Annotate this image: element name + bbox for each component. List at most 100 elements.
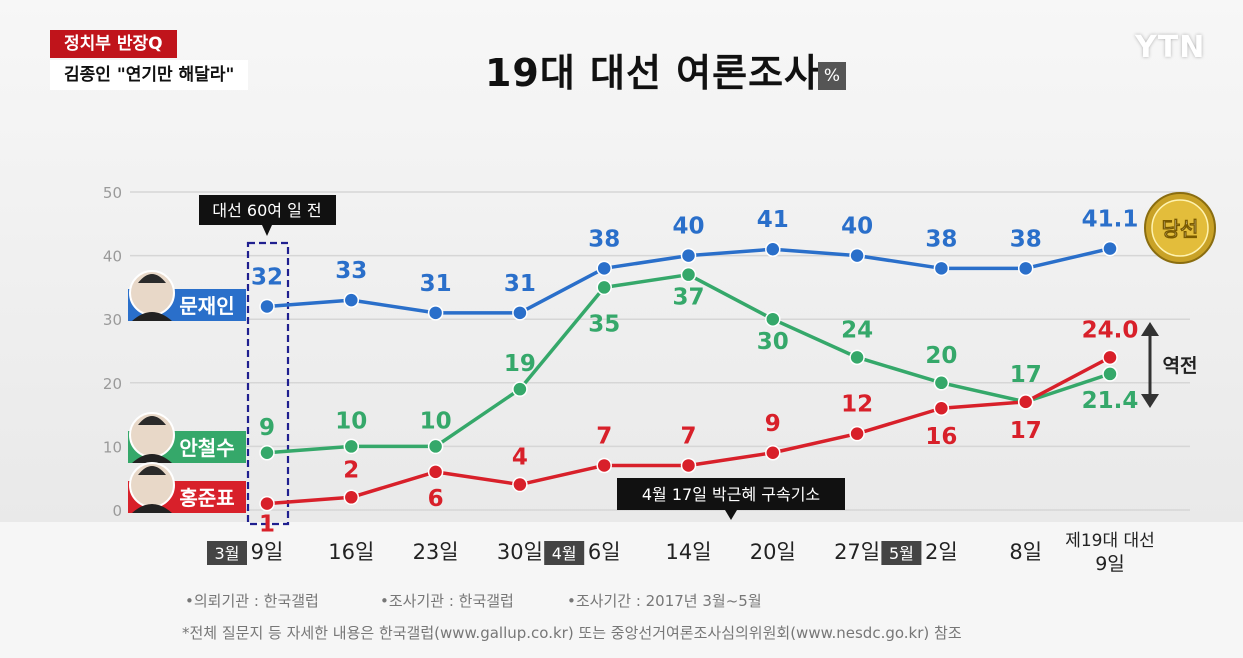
data-point [849,425,865,442]
winner-medal-label: 당선 [1162,217,1199,241]
data-label: 24 [841,317,873,343]
data-point [596,260,612,277]
data-label: 24.0 [1082,317,1139,343]
data-label: 38 [588,226,620,252]
data-point [512,381,528,397]
month-badge-label: 4월 [552,544,577,563]
data-point [1102,240,1118,257]
x-tick-label: 2일 [925,540,958,564]
data-point [849,247,865,264]
event-callout-label: 4월 17일 박근혜 구속기소 [642,485,820,504]
candidate-avatar-hair [138,466,166,475]
x-tick-label: 14일 [665,540,711,564]
data-point [343,489,360,506]
x-tick-label: 9일 [251,540,284,564]
data-label: 12 [841,392,873,418]
data-label: 37 [672,285,704,311]
candidate-avatar-suit [132,312,172,321]
month-badge-label: 5월 [889,544,914,563]
data-label: 7 [596,423,612,449]
source-period: •조사기간 : 2017년 3월~5월 [567,592,762,610]
source-requester: •의뢰기관 : 한국갤럽 [185,592,319,610]
reversal-arrow-down [1141,394,1159,408]
x-tick-label: 8일 [1009,540,1042,564]
y-tick-label: 20 [103,375,122,393]
data-label: 2 [343,457,359,483]
data-label: 20 [925,343,957,369]
data-label: 9 [259,415,275,441]
program-badge: 정치부 반장Q [50,30,177,58]
legend-label: 홍준표 [179,486,234,510]
month-badge [207,541,247,565]
y-tick-label: 0 [112,502,122,520]
x-tick-label: 27일 [834,540,880,564]
data-label: 41 [757,207,789,233]
x-tick-label: 20일 [750,540,796,564]
candidate-avatar-suit [132,454,172,463]
data-point [259,445,275,461]
data-point [765,241,781,257]
data-label: 38 [925,226,957,252]
reversal-arrow-up [1141,322,1159,336]
data-point [512,305,528,321]
data-point [427,464,444,480]
x-tick-label: 6일 [588,540,621,564]
unit-badge: % [818,62,846,90]
data-label: 32 [251,264,283,290]
data-point [933,400,950,416]
y-tick-label: 50 [103,184,122,202]
data-label: 1 [259,512,275,538]
reversal-label: 역전 [1163,355,1198,377]
data-label: 21.4 [1082,388,1139,414]
data-point [765,445,781,461]
data-label: 30 [757,329,789,355]
data-point [1017,260,1034,277]
start-callout-label: 대선 60여 일 전 [212,201,321,220]
data-label: 40 [841,214,873,240]
month-badge-label: 3월 [215,544,240,563]
x-tick-label: 30일 [497,540,543,564]
data-point [933,375,950,391]
data-label: 40 [672,214,704,240]
headline-badge: 김종인 "연기만 해달라" [50,60,249,90]
data-point [596,457,612,474]
data-point [427,305,444,321]
start-highlight-box [246,241,290,526]
data-point [1102,349,1118,366]
candidate-avatar-hair [138,274,166,283]
data-point [259,495,275,512]
data-label: 4 [512,445,528,471]
data-label: 38 [1010,226,1042,252]
y-tick-label: 10 [103,438,122,456]
chart-title: 19대 대선 여론조사 [484,51,820,95]
data-label: 33 [335,258,367,284]
x-tick-label: 제19대 대선 [1065,531,1155,551]
data-label: 31 [420,271,452,297]
data-label: 31 [504,271,536,297]
event-callout-pointer [725,510,737,520]
y-tick-label: 30 [103,311,122,329]
data-label: 7 [680,423,696,449]
event-callout [617,478,845,510]
data-point [427,438,444,455]
data-label: 19 [504,351,536,377]
data-point [933,260,950,277]
start-callout-pointer [262,225,272,236]
data-point [680,266,697,283]
data-label: 10 [420,408,452,434]
data-label: 41.1 [1082,207,1139,233]
data-point [849,349,865,366]
month-badge [544,541,585,565]
data-point [680,247,697,264]
legend-label: 문재인 [179,294,234,318]
x-tick-label: 9일 [1095,553,1125,575]
winner-medal-inner [1151,199,1209,257]
source-surveyor: •조사기관 : 한국갤럽 [380,592,514,610]
x-tick-label: 16일 [328,540,374,564]
ytn-logo: YTN [1135,30,1206,65]
data-point [343,438,360,455]
data-point [1102,366,1118,382]
data-label: 17 [1010,362,1042,388]
data-label: 16 [925,424,957,450]
